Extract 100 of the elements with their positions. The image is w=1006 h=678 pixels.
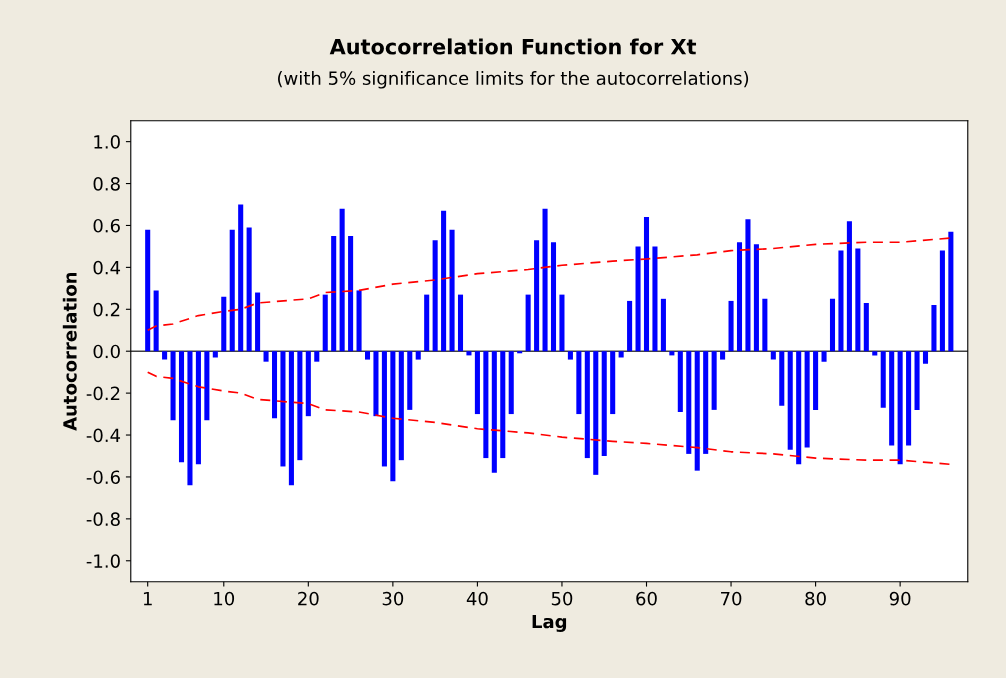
bar [838, 250, 844, 352]
bar [550, 242, 557, 352]
x-tick-label: 10 [214, 591, 235, 606]
bar [373, 351, 379, 417]
y-axis-title: Autocorrelation [62, 272, 77, 431]
bar [914, 351, 920, 410]
bar [457, 294, 464, 352]
bar [187, 351, 193, 486]
bar [297, 351, 303, 461]
x-tick-label: 1 [143, 592, 152, 606]
bar [863, 303, 869, 352]
bar [381, 351, 387, 467]
chart-subtitle: (with 5% significance limits for the autocorrelations) [278, 71, 749, 89]
bar [517, 351, 523, 354]
bar [424, 294, 430, 352]
bar [601, 351, 607, 456]
bar [846, 221, 852, 352]
bar [813, 351, 819, 410]
y-tick-label: -0.8 [86, 512, 120, 526]
bar [491, 351, 497, 473]
y-tick-label: 0.2 [93, 302, 120, 317]
bar [567, 351, 573, 360]
bar [508, 351, 514, 415]
bar [660, 298, 666, 352]
bar [711, 351, 717, 410]
bar [627, 300, 633, 352]
x-tick-label: 80 [805, 591, 826, 606]
bar [703, 351, 709, 454]
bar [178, 351, 185, 463]
bar [787, 351, 793, 450]
bar [407, 351, 413, 410]
x-tick-label: 40 [466, 591, 488, 606]
x-tick-label: 90 [889, 591, 911, 606]
line-series [146, 371, 952, 466]
bar [618, 351, 624, 358]
bar [804, 351, 810, 448]
bar [939, 250, 945, 352]
bar [474, 351, 480, 415]
bar [889, 351, 895, 446]
y-tick-label: -0.2 [86, 386, 120, 401]
x-tick-label: 20 [298, 591, 319, 606]
bar [897, 351, 903, 465]
bar [170, 351, 176, 421]
bar [669, 351, 675, 356]
bar [390, 351, 396, 482]
bar [922, 351, 929, 364]
bar [212, 351, 218, 358]
bar [694, 351, 700, 471]
bar [584, 351, 590, 459]
bar [736, 242, 743, 352]
bar [466, 351, 472, 356]
bar [720, 351, 726, 360]
bar [280, 351, 286, 467]
bar [364, 351, 371, 360]
bar [229, 229, 235, 352]
bar [322, 294, 328, 352]
bar [441, 210, 447, 352]
bar [677, 351, 683, 412]
bar [855, 248, 861, 352]
bar [906, 351, 912, 446]
bar [449, 229, 455, 352]
y-tick-label: -1.0 [86, 554, 120, 568]
bar [263, 351, 269, 362]
bar [745, 219, 751, 352]
bar [931, 305, 937, 352]
bar [779, 351, 785, 406]
bar [162, 351, 168, 360]
bar [238, 204, 244, 352]
bar [829, 298, 836, 352]
bar [153, 290, 159, 352]
bar [821, 351, 827, 362]
bar [880, 351, 886, 408]
bar [348, 235, 354, 352]
bar [643, 217, 650, 352]
bar [339, 208, 345, 352]
bar [145, 229, 151, 352]
bar [271, 351, 278, 419]
bar [593, 351, 599, 475]
y-tick-label: 0.0 [93, 344, 120, 359]
bar [204, 351, 210, 421]
bar [314, 351, 320, 362]
x-tick-label: 50 [551, 591, 573, 606]
bar [305, 351, 311, 417]
bar [728, 300, 734, 352]
y-tick-label: 1.0 [94, 135, 120, 149]
bar [398, 351, 404, 461]
bar [635, 246, 641, 352]
y-tick-label: 0.6 [93, 218, 120, 233]
bar [796, 351, 802, 465]
bar [559, 294, 565, 352]
bar [948, 231, 954, 352]
bar [770, 351, 776, 360]
bar [255, 292, 261, 352]
bar [246, 227, 252, 352]
line-series [146, 237, 952, 332]
bar [195, 351, 201, 465]
chart-title: Autocorrelation Function for Xt [329, 38, 697, 55]
y-tick-label: -0.6 [86, 470, 120, 485]
bar [686, 351, 692, 454]
bar [331, 235, 337, 352]
